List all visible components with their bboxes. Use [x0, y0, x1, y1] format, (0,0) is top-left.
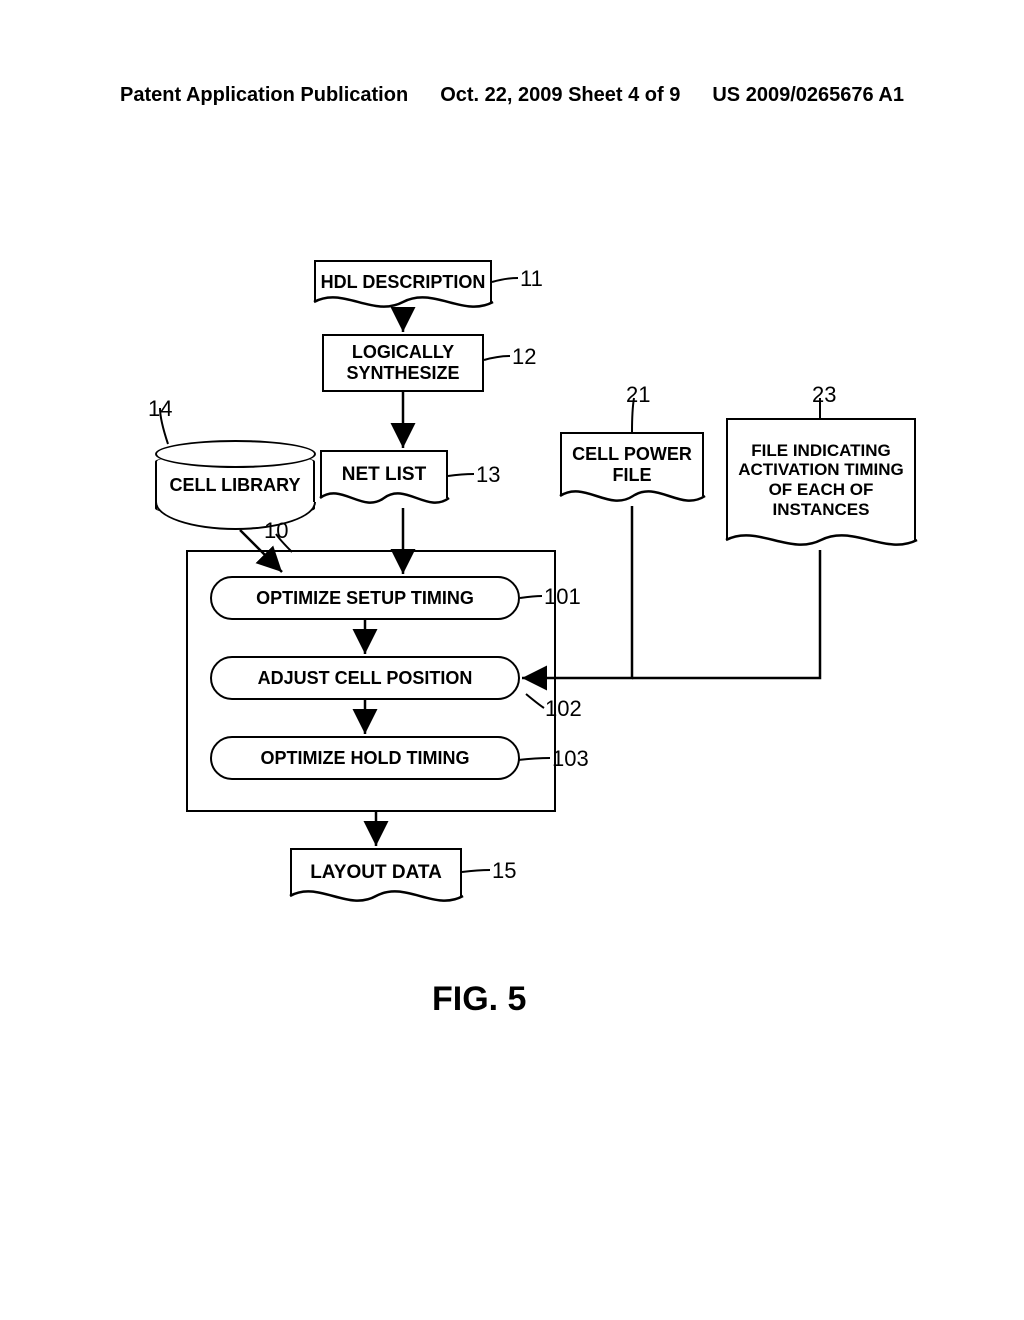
ref-14: 14	[148, 396, 172, 422]
ref-103: 103	[552, 746, 589, 772]
node-adjust-cell-position: ADJUST CELL POSITION	[210, 656, 520, 700]
ref-101: 101	[544, 584, 581, 610]
node-label: NET LIST	[342, 464, 426, 486]
node-label: OPTIMIZE SETUP TIMING	[256, 588, 474, 609]
node-logically-synthesize: LOGICALLY SYNTHESIZE	[322, 334, 484, 392]
ref-15: 15	[492, 858, 516, 884]
node-activation-timing-file: FILE INDICATING ACTIVATION TIMING OF EAC…	[726, 418, 916, 540]
ref-12: 12	[512, 344, 536, 370]
figure-caption: FIG. 5	[432, 980, 526, 1019]
node-label: LOGICALLY SYNTHESIZE	[346, 342, 459, 384]
node-optimize-hold-timing: OPTIMIZE HOLD TIMING	[210, 736, 520, 780]
node-cell-power-file: CELL POWER FILE	[560, 432, 704, 496]
ref-23: 23	[812, 382, 836, 408]
ref-11: 11	[520, 266, 543, 292]
node-label: CELL POWER FILE	[572, 444, 692, 485]
ref-13: 13	[476, 462, 500, 488]
ref-21: 21	[626, 382, 650, 408]
node-label: ADJUST CELL POSITION	[258, 668, 473, 689]
node-cell-library: CELL LIBRARY	[155, 454, 315, 516]
node-label: FILE INDICATING ACTIVATION TIMING OF EAC…	[738, 441, 904, 519]
node-label: CELL LIBRARY	[169, 475, 300, 496]
ref-10: 10	[264, 518, 288, 544]
node-label: LAYOUT DATA	[310, 862, 442, 884]
node-net-list: NET LIST	[320, 450, 448, 498]
node-label: OPTIMIZE HOLD TIMING	[261, 748, 470, 769]
node-layout-data: LAYOUT DATA	[290, 848, 462, 896]
ref-102: 102	[545, 696, 582, 722]
node-optimize-setup-timing: OPTIMIZE SETUP TIMING	[210, 576, 520, 620]
node-hdl-description: HDL DESCRIPTION	[314, 260, 492, 302]
